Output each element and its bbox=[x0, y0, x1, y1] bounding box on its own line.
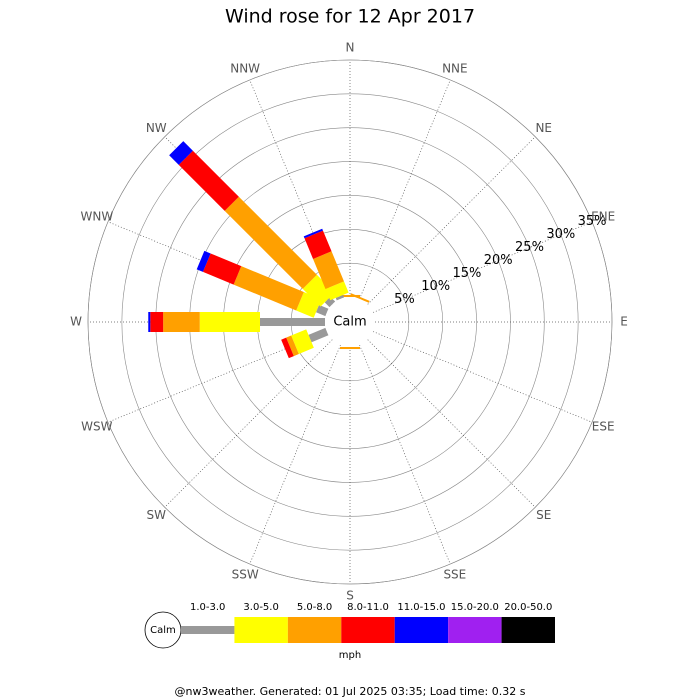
bar-segment bbox=[281, 337, 294, 359]
spoke bbox=[372, 331, 593, 423]
bar-segment bbox=[196, 250, 211, 272]
bar-segment bbox=[324, 296, 336, 308]
legend-label: 3.0-5.0 bbox=[243, 602, 278, 613]
chart-title: Wind rose for 12 Apr 2017 bbox=[225, 6, 475, 28]
bar-segment bbox=[224, 196, 317, 289]
tick-label: 25% bbox=[515, 240, 544, 255]
bar-segment bbox=[178, 150, 239, 211]
bar-segment bbox=[335, 294, 345, 301]
bar-segment bbox=[169, 141, 193, 165]
bar-segment bbox=[148, 312, 151, 332]
direction-bar bbox=[169, 141, 336, 308]
tick-label: 30% bbox=[546, 227, 575, 242]
bar-segment bbox=[233, 266, 304, 311]
legend-label: 5.0-8.0 bbox=[297, 602, 332, 613]
bar-segment bbox=[163, 312, 200, 332]
bar-segment bbox=[302, 274, 335, 307]
legend-swatch bbox=[394, 617, 449, 643]
direction-bar bbox=[148, 312, 325, 332]
legend-calm-label: Calm bbox=[150, 625, 176, 636]
direction-label: N bbox=[346, 41, 355, 55]
legend-label: 15.0-20.0 bbox=[451, 602, 499, 613]
legend-unit: mph bbox=[339, 650, 361, 661]
direction-bar bbox=[340, 347, 360, 350]
direction-label: WNW bbox=[80, 210, 113, 224]
legend-swatch bbox=[287, 617, 342, 643]
direction-label: SE bbox=[536, 508, 551, 522]
direction-label: SW bbox=[147, 508, 167, 522]
direction-label: WSW bbox=[81, 419, 112, 433]
bar-segment bbox=[308, 327, 329, 343]
tick-label: 20% bbox=[484, 253, 513, 268]
grid-ring bbox=[121, 93, 579, 551]
direction-label: E bbox=[620, 315, 628, 329]
spoke bbox=[367, 339, 536, 508]
calm-label: Calm bbox=[333, 315, 366, 330]
direction-label: SSW bbox=[232, 568, 259, 582]
bar-segment bbox=[350, 293, 370, 303]
footer: @nw3weather. Generated: 01 Jul 2025 03:3… bbox=[175, 685, 526, 698]
direction-label: NW bbox=[146, 121, 167, 135]
tick-label: 35% bbox=[578, 214, 607, 229]
direction-label: SSE bbox=[443, 568, 466, 582]
direction-bar bbox=[350, 293, 370, 303]
direction-label: NNE bbox=[442, 61, 468, 75]
legend-swatch bbox=[234, 617, 288, 643]
bar-segment bbox=[340, 347, 360, 350]
legend-swatch bbox=[501, 617, 555, 643]
bar-segment bbox=[259, 318, 325, 326]
grid-ring bbox=[87, 59, 613, 585]
spoke bbox=[164, 339, 333, 508]
direction-bar bbox=[196, 250, 329, 318]
direction-label: ESE bbox=[592, 419, 615, 433]
bar-segment bbox=[303, 228, 323, 239]
spoke bbox=[359, 344, 451, 565]
calm-circle bbox=[325, 297, 375, 347]
legend-swatch bbox=[181, 626, 235, 634]
bar-segment bbox=[150, 312, 164, 332]
spoke bbox=[367, 136, 536, 305]
legend-swatch bbox=[341, 617, 395, 643]
bar-segment bbox=[325, 281, 349, 301]
bar-segment bbox=[199, 312, 260, 332]
legend-swatch bbox=[448, 617, 502, 643]
tick-label: 5% bbox=[394, 292, 415, 307]
spoke bbox=[372, 221, 593, 313]
spoke bbox=[249, 344, 341, 565]
tick-label: 15% bbox=[452, 266, 481, 281]
bar-segment bbox=[202, 253, 242, 285]
legend-label: 8.0-11.0 bbox=[347, 602, 389, 613]
legend-label: 20.0-50.0 bbox=[504, 602, 552, 613]
spoke bbox=[359, 79, 451, 300]
direction-label: NNW bbox=[230, 61, 260, 75]
direction-label: ENE bbox=[591, 210, 615, 224]
direction-label: W bbox=[70, 315, 82, 329]
bar-segment bbox=[304, 230, 332, 259]
legend-label: 1.0-3.0 bbox=[190, 602, 225, 613]
direction-bar bbox=[303, 228, 349, 301]
direction-label: NE bbox=[535, 121, 552, 135]
tick-label: 10% bbox=[421, 279, 450, 294]
bar-segment bbox=[313, 251, 344, 289]
bar-segment bbox=[291, 329, 314, 355]
bar-segment bbox=[286, 335, 299, 357]
bar-segment bbox=[315, 304, 329, 317]
direction-label: S bbox=[346, 589, 354, 603]
legend-label: 11.0-15.0 bbox=[397, 602, 445, 613]
direction-bar bbox=[281, 327, 329, 359]
